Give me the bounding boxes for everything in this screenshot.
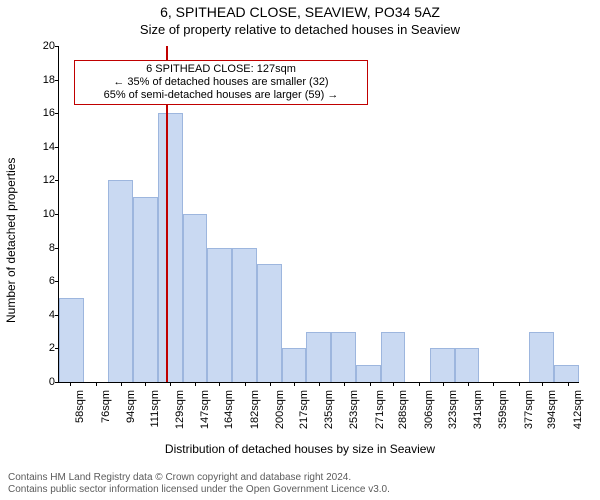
annotation-box: 6 SPITHEAD CLOSE: 127sqm ← 35% of detach… — [74, 60, 368, 105]
x-tick-mark — [96, 382, 97, 386]
x-tick-label: 111sqm — [149, 390, 161, 440]
histogram-bar — [306, 332, 331, 382]
x-tick-mark — [319, 382, 320, 386]
y-tick-label: 8 — [31, 242, 55, 254]
histogram-bar — [554, 365, 579, 382]
x-tick-mark — [370, 382, 371, 386]
x-tick-label: 164sqm — [223, 390, 235, 440]
x-tick-label: 377sqm — [523, 390, 535, 440]
y-tick-mark — [55, 180, 59, 181]
x-tick-mark — [294, 382, 295, 386]
annotation-smaller: ← 35% of detached houses are smaller (32… — [81, 76, 361, 89]
y-tick-label: 18 — [31, 74, 55, 86]
x-tick-label: 182sqm — [249, 390, 261, 440]
y-tick-label: 6 — [31, 275, 55, 287]
y-tick-label: 10 — [31, 208, 55, 220]
y-tick-mark — [55, 147, 59, 148]
x-tick-label: 412sqm — [572, 390, 584, 440]
chart-container: { "chart": { "type": "histogram", "title… — [0, 0, 600, 500]
x-tick-mark — [542, 382, 543, 386]
annotation-title: 6 SPITHEAD CLOSE: 127sqm — [81, 63, 361, 76]
x-tick-label: 94sqm — [125, 390, 137, 440]
x-tick-mark — [419, 382, 420, 386]
chart-title-address: 6, SPITHEAD CLOSE, SEAVIEW, PO34 5AZ — [0, 4, 600, 20]
x-tick-label: 76sqm — [100, 390, 112, 440]
x-tick-mark — [70, 382, 71, 386]
y-tick-mark — [55, 281, 59, 282]
x-tick-mark — [245, 382, 246, 386]
histogram-bar — [183, 214, 208, 382]
histogram-bar — [331, 332, 356, 382]
x-tick-label: 394sqm — [546, 390, 558, 440]
x-tick-mark — [468, 382, 469, 386]
x-tick-mark — [270, 382, 271, 386]
annotation-larger: 65% of semi-detached houses are larger (… — [81, 89, 361, 102]
x-tick-mark — [519, 382, 520, 386]
y-tick-mark — [55, 214, 59, 215]
histogram-bar — [356, 365, 381, 382]
histogram-bar — [207, 248, 232, 382]
x-tick-label: 253sqm — [348, 390, 360, 440]
x-tick-mark — [170, 382, 171, 386]
histogram-bar — [232, 248, 257, 382]
y-tick-label: 14 — [31, 141, 55, 153]
x-tick-mark — [443, 382, 444, 386]
x-tick-label: 306sqm — [423, 390, 435, 440]
histogram-bar — [108, 180, 133, 382]
y-tick-label: 0 — [31, 376, 55, 388]
y-tick-label: 2 — [31, 342, 55, 354]
histogram-bar — [430, 348, 455, 382]
histogram-bar — [381, 332, 406, 382]
x-tick-label: 359sqm — [497, 390, 509, 440]
chart-subtitle: Size of property relative to detached ho… — [0, 22, 600, 37]
footer-line2: Contains public sector information licen… — [8, 484, 390, 496]
x-axis-label: Distribution of detached houses by size … — [0, 442, 600, 456]
x-tick-mark — [121, 382, 122, 386]
footer-licence: Contains HM Land Registry data © Crown c… — [8, 472, 390, 496]
x-tick-mark — [493, 382, 494, 386]
x-tick-mark — [568, 382, 569, 386]
histogram-bar — [282, 348, 307, 382]
x-tick-label: 217sqm — [298, 390, 310, 440]
x-tick-mark — [145, 382, 146, 386]
histogram-bar — [158, 113, 183, 382]
x-tick-mark — [393, 382, 394, 386]
x-tick-label: 200sqm — [274, 390, 286, 440]
x-tick-label: 147sqm — [199, 390, 211, 440]
y-tick-label: 16 — [31, 107, 55, 119]
x-tick-label: 271sqm — [374, 390, 386, 440]
y-tick-mark — [55, 80, 59, 81]
y-tick-mark — [55, 113, 59, 114]
x-tick-mark — [219, 382, 220, 386]
x-tick-label: 323sqm — [447, 390, 459, 440]
x-tick-mark — [195, 382, 196, 386]
histogram-bar — [529, 332, 554, 382]
y-tick-mark — [55, 382, 59, 383]
y-tick-mark — [55, 46, 59, 47]
histogram-bar — [455, 348, 480, 382]
x-tick-label: 288sqm — [397, 390, 409, 440]
y-tick-label: 4 — [31, 309, 55, 321]
x-tick-label: 58sqm — [74, 390, 86, 440]
x-tick-label: 129sqm — [174, 390, 186, 440]
x-tick-label: 341sqm — [472, 390, 484, 440]
y-tick-label: 12 — [31, 174, 55, 186]
x-tick-label: 235sqm — [323, 390, 335, 440]
footer-line1: Contains HM Land Registry data © Crown c… — [8, 472, 390, 484]
y-tick-label: 20 — [31, 40, 55, 52]
histogram-bar — [59, 298, 84, 382]
histogram-bar — [133, 197, 158, 382]
y-axis-label: Number of detached properties — [4, 78, 18, 243]
x-tick-mark — [344, 382, 345, 386]
y-tick-mark — [55, 248, 59, 249]
histogram-bar — [257, 264, 282, 382]
